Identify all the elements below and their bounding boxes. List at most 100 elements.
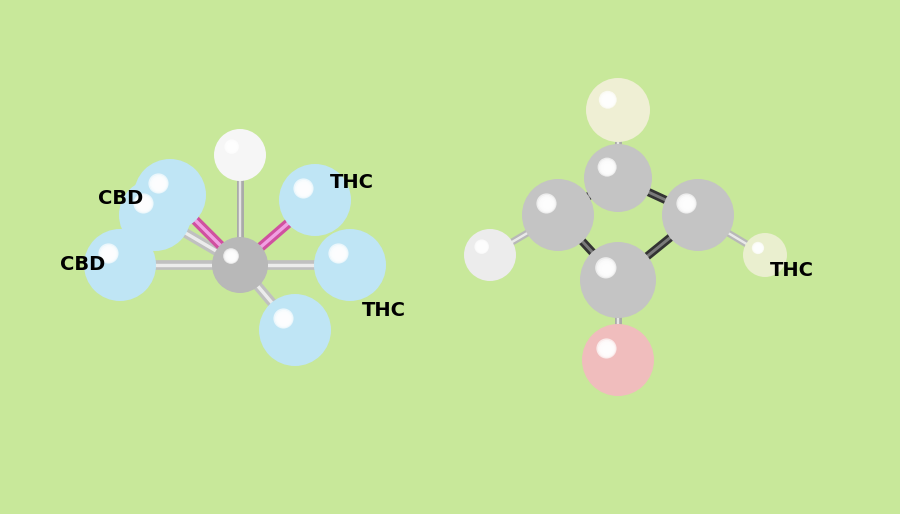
Circle shape bbox=[305, 190, 313, 198]
Circle shape bbox=[480, 245, 485, 250]
Circle shape bbox=[218, 133, 261, 176]
Circle shape bbox=[607, 348, 618, 361]
Circle shape bbox=[593, 153, 639, 198]
Circle shape bbox=[224, 249, 238, 263]
Circle shape bbox=[752, 243, 763, 253]
Circle shape bbox=[138, 198, 150, 210]
Circle shape bbox=[599, 91, 631, 123]
Circle shape bbox=[474, 240, 500, 266]
Circle shape bbox=[603, 163, 613, 173]
Circle shape bbox=[216, 241, 263, 287]
Circle shape bbox=[135, 195, 167, 227]
Circle shape bbox=[595, 155, 636, 196]
Circle shape bbox=[756, 246, 769, 258]
Circle shape bbox=[687, 204, 689, 206]
Circle shape bbox=[231, 256, 233, 258]
Circle shape bbox=[601, 94, 615, 107]
Circle shape bbox=[216, 132, 263, 178]
Circle shape bbox=[682, 199, 692, 209]
Circle shape bbox=[307, 192, 310, 196]
Circle shape bbox=[662, 179, 734, 251]
Circle shape bbox=[601, 161, 627, 188]
Circle shape bbox=[592, 84, 642, 134]
Circle shape bbox=[337, 252, 353, 268]
Circle shape bbox=[230, 144, 244, 159]
Circle shape bbox=[673, 191, 717, 234]
Circle shape bbox=[228, 142, 237, 152]
Circle shape bbox=[524, 180, 591, 249]
Circle shape bbox=[293, 179, 329, 215]
Circle shape bbox=[226, 250, 238, 262]
Circle shape bbox=[233, 148, 238, 154]
Circle shape bbox=[303, 189, 316, 200]
Circle shape bbox=[604, 266, 621, 283]
Circle shape bbox=[599, 159, 616, 176]
Circle shape bbox=[597, 339, 633, 375]
Circle shape bbox=[604, 96, 613, 105]
Circle shape bbox=[301, 186, 320, 205]
Circle shape bbox=[264, 299, 324, 359]
Circle shape bbox=[301, 186, 309, 193]
Circle shape bbox=[220, 135, 257, 173]
Circle shape bbox=[590, 150, 643, 203]
Circle shape bbox=[536, 194, 572, 230]
Circle shape bbox=[677, 193, 697, 213]
Circle shape bbox=[134, 194, 170, 230]
Circle shape bbox=[154, 179, 165, 190]
Circle shape bbox=[278, 313, 291, 325]
Circle shape bbox=[588, 80, 648, 140]
Circle shape bbox=[285, 171, 342, 227]
Circle shape bbox=[528, 186, 585, 242]
Circle shape bbox=[548, 205, 556, 213]
Circle shape bbox=[591, 152, 641, 201]
Circle shape bbox=[760, 250, 762, 252]
Circle shape bbox=[281, 316, 288, 323]
Circle shape bbox=[590, 82, 643, 136]
Circle shape bbox=[110, 255, 118, 263]
Circle shape bbox=[283, 317, 287, 322]
Circle shape bbox=[132, 192, 172, 232]
Circle shape bbox=[539, 196, 554, 211]
Circle shape bbox=[274, 309, 310, 345]
Circle shape bbox=[600, 160, 615, 175]
Circle shape bbox=[230, 255, 242, 267]
Circle shape bbox=[230, 255, 234, 259]
Circle shape bbox=[226, 251, 248, 273]
Circle shape bbox=[603, 162, 625, 185]
Circle shape bbox=[259, 294, 331, 366]
Circle shape bbox=[148, 174, 184, 210]
Text: THC: THC bbox=[362, 301, 406, 320]
Circle shape bbox=[545, 202, 561, 218]
Circle shape bbox=[293, 178, 313, 198]
Circle shape bbox=[322, 237, 374, 289]
Circle shape bbox=[160, 185, 168, 193]
Circle shape bbox=[538, 195, 555, 212]
Circle shape bbox=[274, 308, 293, 328]
Circle shape bbox=[669, 186, 725, 242]
Circle shape bbox=[222, 247, 253, 278]
Text: THC: THC bbox=[770, 261, 814, 280]
Circle shape bbox=[297, 182, 325, 210]
Circle shape bbox=[281, 166, 348, 234]
Circle shape bbox=[314, 229, 386, 301]
Circle shape bbox=[530, 187, 582, 239]
Circle shape bbox=[162, 187, 166, 191]
Circle shape bbox=[158, 184, 161, 186]
Circle shape bbox=[213, 238, 266, 291]
Circle shape bbox=[229, 254, 235, 260]
Circle shape bbox=[590, 332, 643, 384]
Circle shape bbox=[589, 149, 645, 205]
Circle shape bbox=[471, 236, 506, 271]
Circle shape bbox=[603, 95, 614, 106]
Circle shape bbox=[142, 167, 194, 219]
Circle shape bbox=[269, 304, 317, 352]
Circle shape bbox=[86, 231, 154, 299]
Circle shape bbox=[280, 315, 301, 335]
Circle shape bbox=[597, 156, 634, 194]
Circle shape bbox=[755, 245, 770, 260]
Circle shape bbox=[284, 319, 295, 331]
Circle shape bbox=[589, 331, 644, 387]
Circle shape bbox=[603, 345, 624, 365]
Circle shape bbox=[483, 248, 489, 254]
Circle shape bbox=[107, 252, 112, 258]
